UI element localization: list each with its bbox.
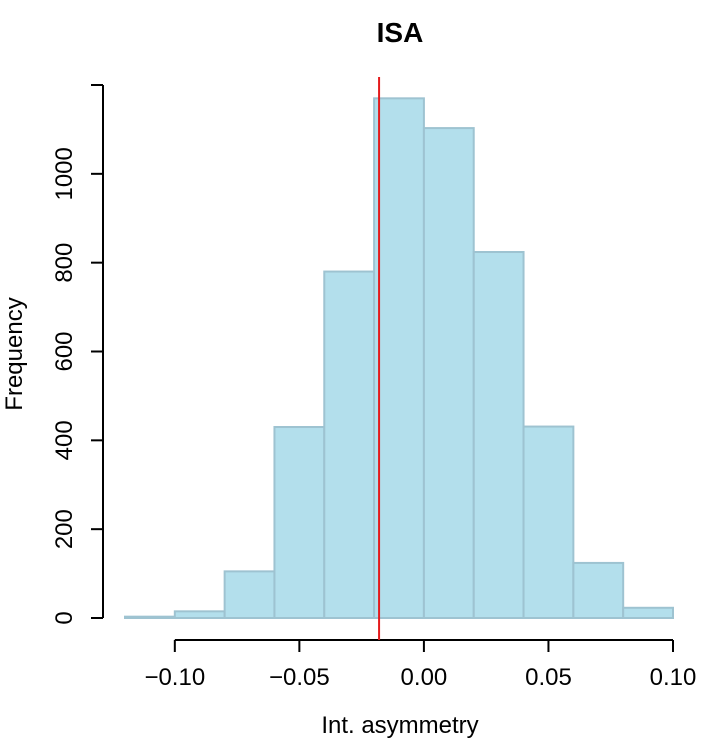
x-tick-label: 0.05 xyxy=(525,664,572,691)
histogram-bar xyxy=(472,251,525,620)
y-tick-label: 600 xyxy=(51,331,78,371)
histogram-bar xyxy=(173,610,226,620)
x-tick-label: 0.10 xyxy=(650,664,697,691)
chart-title: ISA xyxy=(377,17,424,48)
x-axis: −0.10 −0.05 0.00 0.05 0.10 xyxy=(144,639,697,691)
x-axis-label: Int. asymmetry xyxy=(321,712,478,739)
y-tick-label: 1000 xyxy=(51,147,78,200)
y-axis: 0 200 400 600 800 1000 xyxy=(51,84,104,625)
y-tick-label: 0 xyxy=(51,611,78,624)
y-tick-label: 800 xyxy=(51,243,78,283)
y-tick-label: 400 xyxy=(51,420,78,460)
histogram-bar xyxy=(373,97,425,619)
x-tick-label: −0.05 xyxy=(269,664,330,691)
y-tick-label: 200 xyxy=(51,509,78,549)
histogram-bar xyxy=(572,561,625,620)
y-axis-label: Frequency xyxy=(1,297,28,410)
x-tick-label: −0.10 xyxy=(144,664,205,691)
histogram-bar xyxy=(124,615,176,619)
histogram-bar xyxy=(422,127,475,619)
histogram-bars xyxy=(124,97,675,620)
histogram-bar xyxy=(223,570,276,619)
histogram-bar xyxy=(273,426,326,619)
histogram-bar xyxy=(522,425,575,620)
x-tick-label: 0.00 xyxy=(401,664,448,691)
histogram-bar xyxy=(323,270,376,619)
histogram-bar xyxy=(622,606,675,620)
